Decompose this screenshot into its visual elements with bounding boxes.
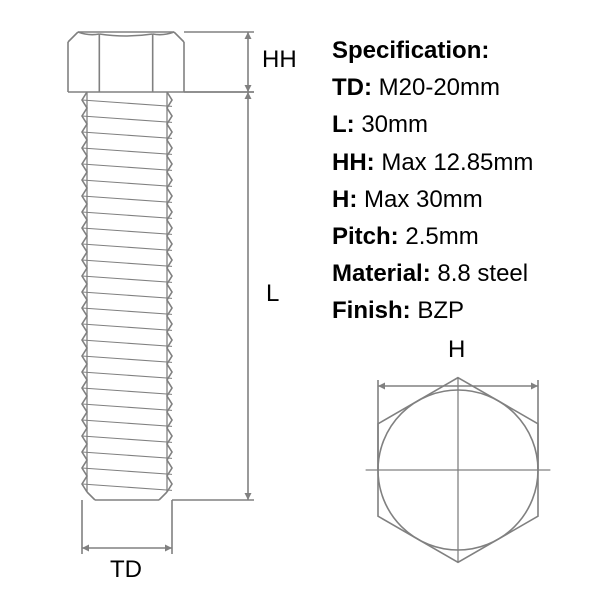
spec-title: Specification: bbox=[332, 32, 533, 69]
spec-value: 2.5mm bbox=[399, 223, 479, 250]
spec-label: H: bbox=[332, 186, 357, 213]
spec-value: Max 12.85mm bbox=[375, 149, 534, 176]
spec-row: TD: M20-20mm bbox=[332, 69, 533, 106]
spec-label: TD: bbox=[332, 74, 372, 101]
specification-block: Specification: TD: M20-20mmL: 30mmHH: Ma… bbox=[332, 32, 533, 330]
spec-label: HH: bbox=[332, 149, 375, 176]
spec-value: M20-20mm bbox=[372, 74, 500, 101]
spec-row: Finish: BZP bbox=[332, 292, 533, 329]
spec-value: Max 30mm bbox=[357, 186, 482, 213]
spec-label: Pitch: bbox=[332, 223, 399, 250]
spec-label: L: bbox=[332, 111, 355, 138]
spec-row: Pitch: 2.5mm bbox=[332, 218, 533, 255]
dim-label-l: L bbox=[266, 280, 279, 308]
spec-label: Finish: bbox=[332, 297, 411, 324]
spec-row: HH: Max 12.85mm bbox=[332, 144, 533, 181]
dim-label-hh: HH bbox=[262, 46, 297, 74]
spec-row: Material: 8.8 steel bbox=[332, 255, 533, 292]
spec-label: Material: bbox=[332, 260, 431, 287]
spec-value: 30mm bbox=[355, 111, 428, 138]
spec-row: L: 30mm bbox=[332, 106, 533, 143]
dim-label-td: TD bbox=[110, 556, 142, 584]
spec-value: 8.8 steel bbox=[431, 260, 528, 287]
spec-row: H: Max 30mm bbox=[332, 181, 533, 218]
dim-label-h: H bbox=[448, 336, 465, 364]
spec-value: BZP bbox=[411, 297, 464, 324]
